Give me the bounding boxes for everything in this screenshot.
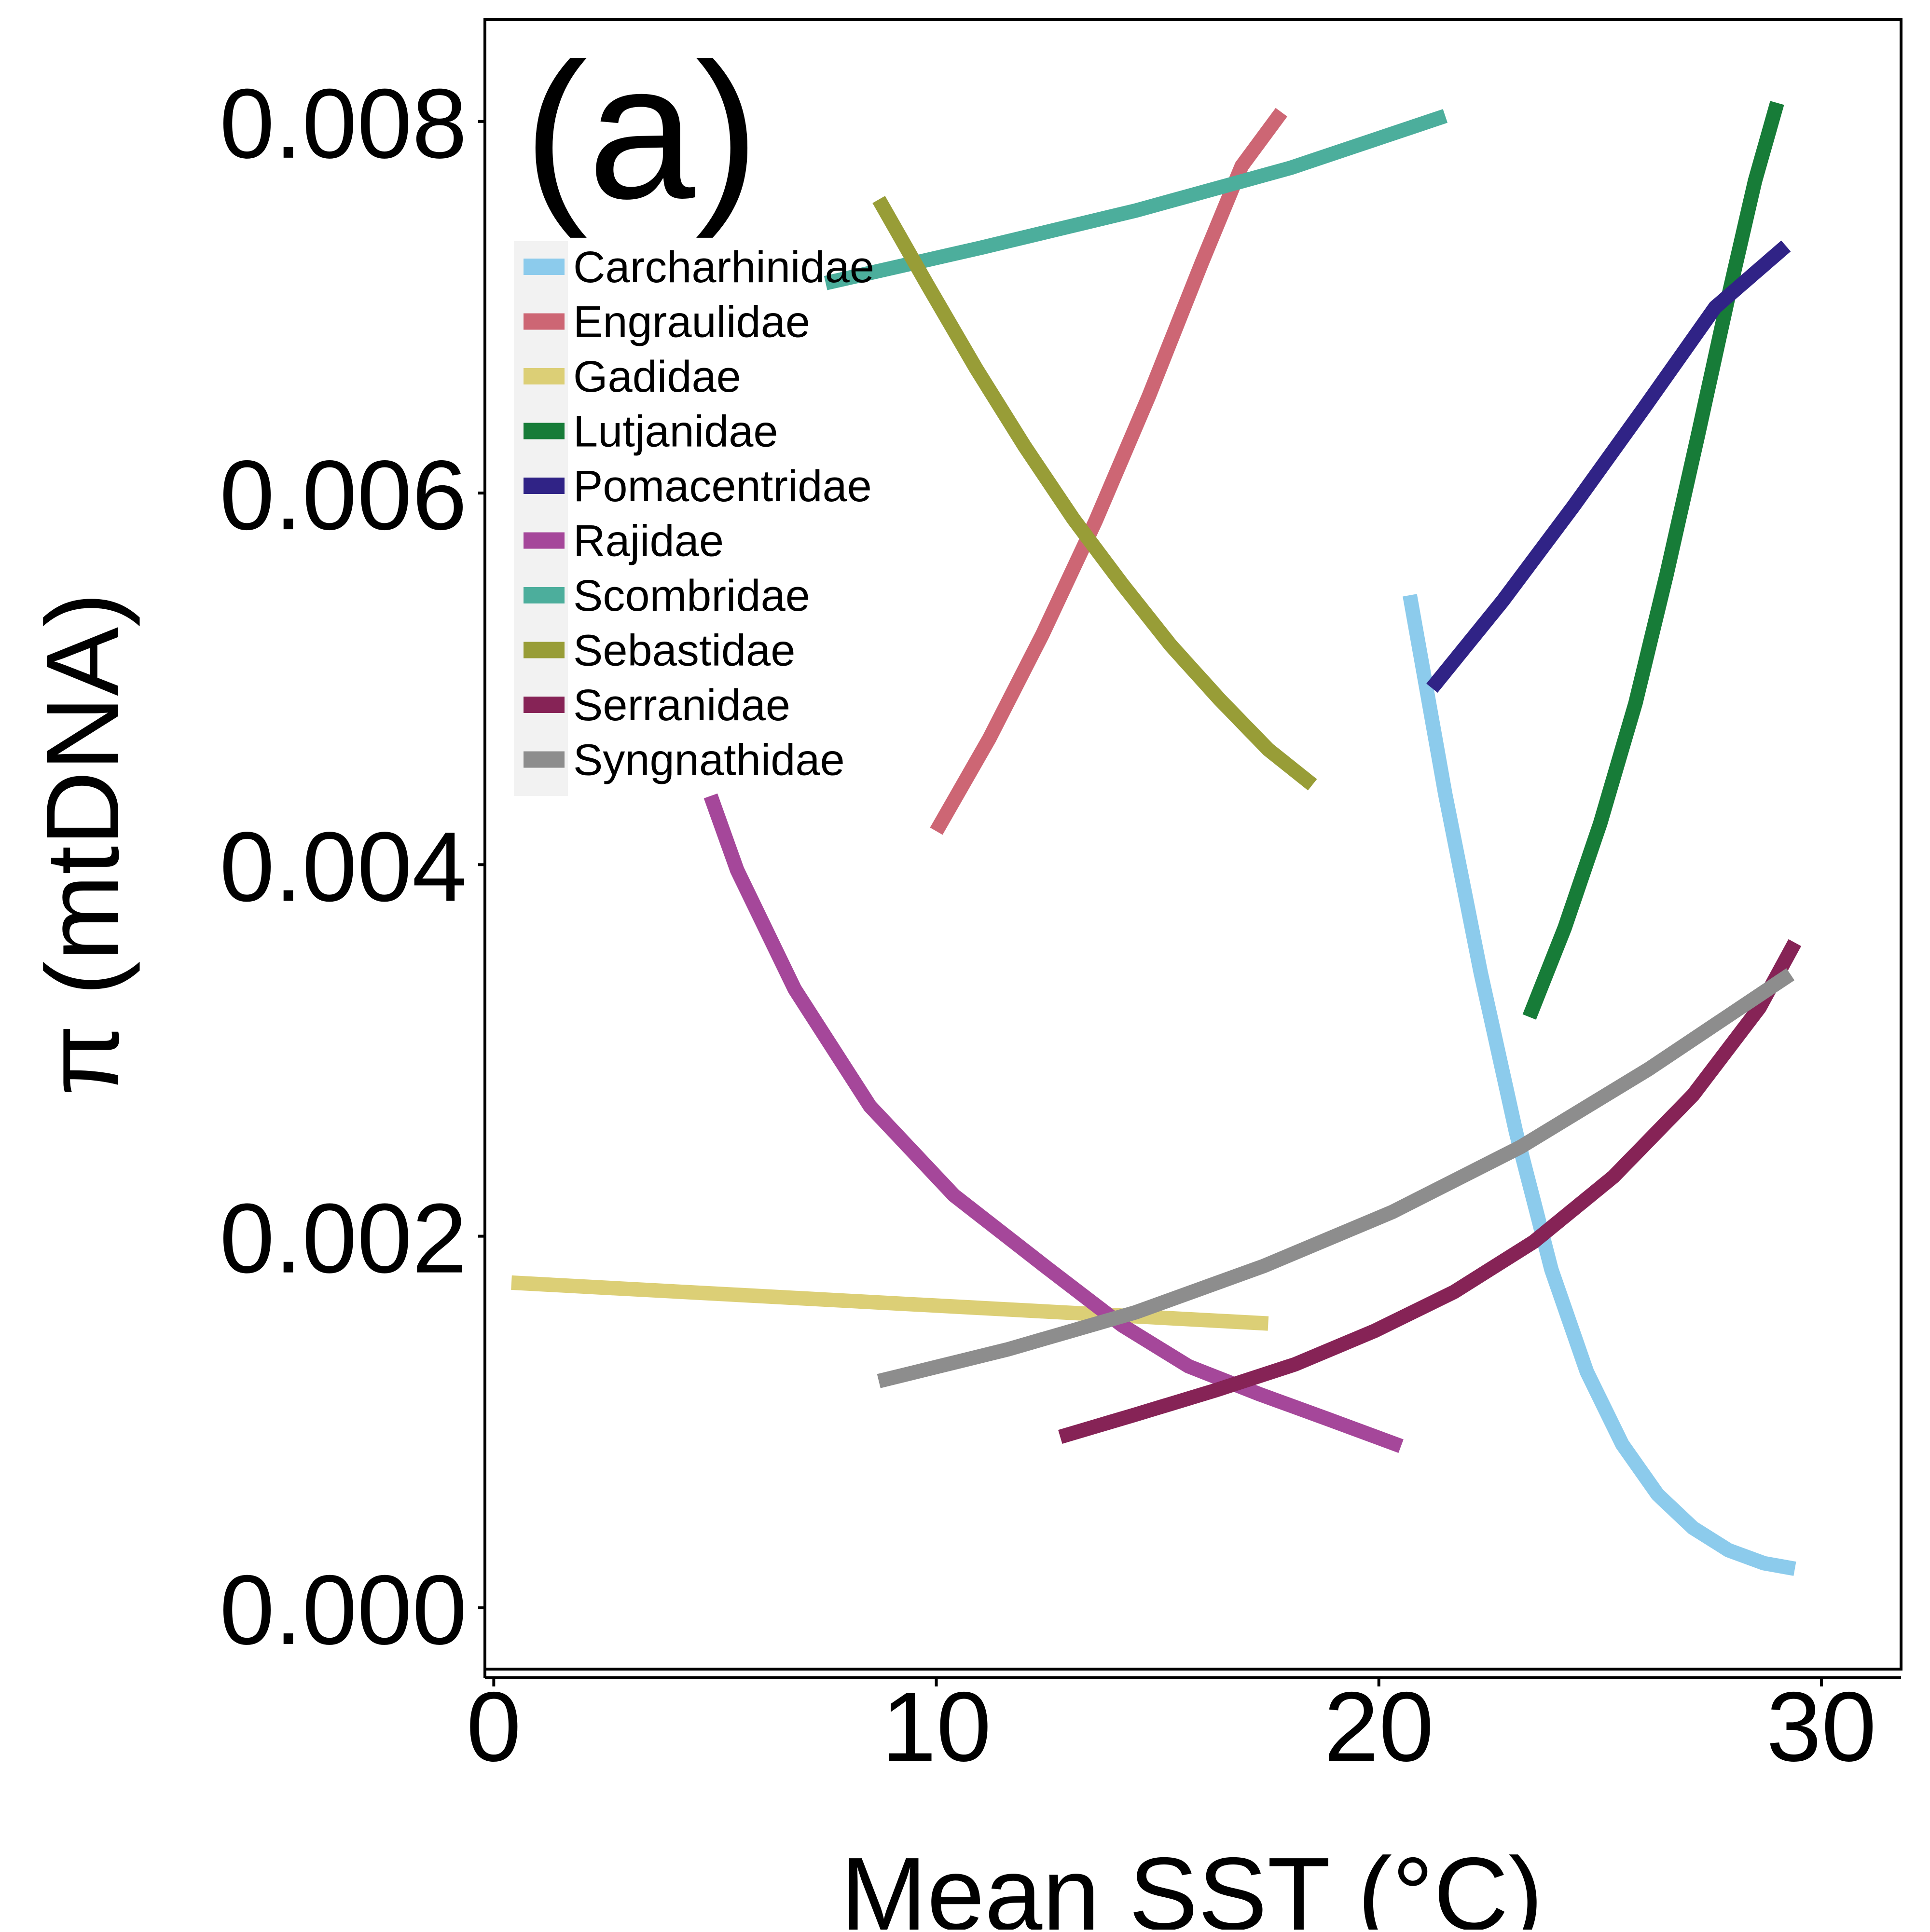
legend-swatch <box>524 368 565 384</box>
legend-label: Carcharhinidae <box>573 243 874 292</box>
legend-swatch <box>524 478 565 494</box>
y-tick-label: 0.000 <box>220 1555 467 1665</box>
legend-swatch <box>524 423 565 439</box>
legend-label: Rajidae <box>573 517 724 566</box>
panel-label: (a) <box>524 23 759 240</box>
series-line-sebastidae <box>872 196 1317 791</box>
legend-swatch <box>524 532 565 549</box>
y-tick-label: 0.002 <box>220 1183 467 1294</box>
legend: Carcharhinidae Engraulidae Gadidae Lutjanid… <box>514 241 874 796</box>
y-tick-label: 0.004 <box>220 811 467 922</box>
legend-label: Gadidae <box>573 352 741 401</box>
series-line-rajidae <box>703 793 1404 1453</box>
legend-label: Sebastidae <box>573 626 795 675</box>
legend-swatch <box>524 313 565 330</box>
series-line-lutjanidae <box>1522 101 1784 1020</box>
x-tick-label: 0 <box>466 1672 521 1782</box>
legend-swatch <box>524 751 565 768</box>
y-tick-label: 0.006 <box>220 440 467 550</box>
series-line-syngnathidae <box>877 968 1795 1388</box>
legend-swatch <box>524 642 565 658</box>
legend-label: Pomacentridae <box>573 462 872 511</box>
legend-label: Serranidae <box>573 681 790 730</box>
legend-swatch <box>524 587 565 603</box>
series-line-carcharhinidae <box>1403 594 1796 1576</box>
y-axis-title: π (mtDNA) <box>24 592 140 1096</box>
x-axis-ticks: 0 10 20 30 <box>466 1672 1876 1782</box>
legend-label: Lutjanidae <box>573 407 778 456</box>
series-layer <box>511 101 1802 1576</box>
y-tick-label: 0.008 <box>220 69 467 179</box>
y-axis-ticks: 0.000 0.002 0.004 0.006 0.008 <box>220 69 485 1665</box>
series-line-scombridae <box>824 109 1448 290</box>
x-axis-title: Mean SST (°C) <box>841 1836 1543 1930</box>
x-tick-label: 10 <box>882 1672 992 1782</box>
legend-swatch <box>524 697 565 713</box>
legend-label: Engraulidae <box>573 298 810 347</box>
series-line-serranidae <box>1058 939 1802 1444</box>
legend-label: Syngnathidae <box>573 736 845 785</box>
x-tick-label: 30 <box>1766 1672 1876 1782</box>
legend-label: Scombridae <box>573 571 810 620</box>
legend-swatch <box>524 259 565 275</box>
x-tick-label: 20 <box>1324 1672 1434 1782</box>
plot-frame <box>483 18 1902 1671</box>
series-line-pomacentridae <box>1426 240 1791 693</box>
